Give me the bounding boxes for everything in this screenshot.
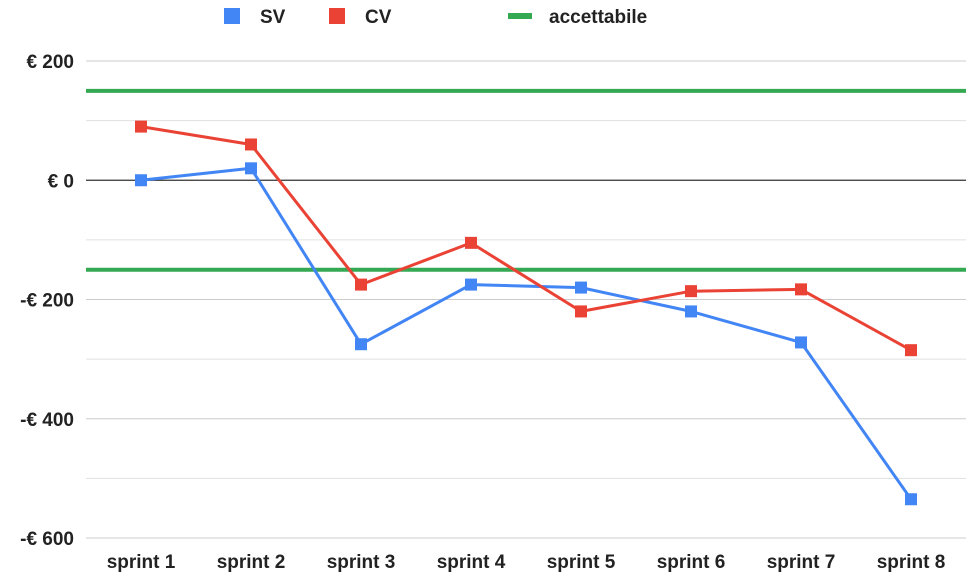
y-tick-label: -€ 400 (20, 410, 74, 431)
series-line-sv (140, 166, 913, 501)
data-point-cv (575, 305, 587, 318)
x-tick-label: sprint 7 (767, 552, 836, 573)
data-point-cv (135, 120, 147, 133)
y-tick-label: € 0 (48, 171, 74, 192)
data-point-cv (355, 278, 367, 291)
reference-lines (86, 88, 966, 272)
legend-label-sv: SV (260, 7, 286, 28)
legend-label-cv: CV (365, 7, 392, 28)
data-point-cv (465, 236, 477, 249)
legend-swatch-sv (224, 8, 240, 24)
legend-label-accettabile: accettabile (549, 7, 647, 28)
x-tick-label: sprint 8 (877, 552, 946, 573)
legend-swatch-cv (329, 8, 345, 24)
data-series (135, 120, 917, 506)
data-point-sv (355, 338, 367, 351)
data-point-sv (685, 305, 697, 318)
data-point-sv (245, 162, 257, 175)
x-tick-label: sprint 3 (327, 552, 396, 573)
data-point-sv (795, 336, 807, 349)
data-point-cv (795, 283, 807, 296)
x-axis-tick-labels: sprint 1 sprint 2 sprint 3 sprint 4 sprint 5… (107, 552, 946, 573)
y-axis-tick-labels: € 200 € 0 -€ 200 -€ 400 -€ 600 (20, 52, 74, 550)
data-point-sv (465, 278, 477, 291)
y-tick-label: -€ 200 (20, 291, 74, 312)
data-point-sv (135, 174, 147, 187)
legend-swatch-accettabile (508, 13, 532, 19)
y-tick-label: € 200 (26, 52, 74, 73)
x-tick-label: sprint 6 (657, 552, 726, 573)
x-tick-label: sprint 1 (107, 552, 176, 573)
legend: SV CV accettabile (224, 7, 647, 28)
data-point-cv (905, 344, 917, 357)
x-tick-label: sprint 5 (547, 552, 616, 573)
data-point-sv (575, 281, 587, 294)
series-line-cv (140, 125, 912, 352)
x-tick-label: sprint 2 (217, 552, 286, 573)
y-tick-label: -€ 600 (20, 529, 74, 550)
gridlines (86, 60, 966, 539)
data-point-cv (685, 285, 697, 298)
data-point-sv (905, 493, 917, 506)
data-point-cv (245, 138, 257, 151)
x-tick-label: sprint 4 (437, 552, 506, 573)
